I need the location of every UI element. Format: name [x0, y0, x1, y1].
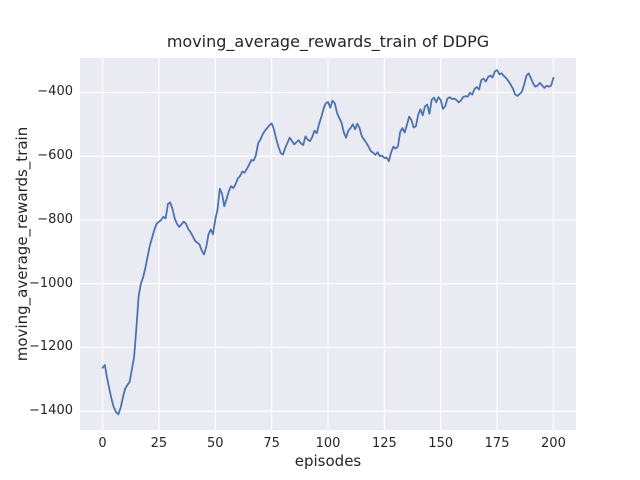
x-tick-label: 75	[263, 436, 280, 451]
x-axis-label: episodes	[294, 452, 362, 470]
series-line	[101, 69, 555, 416]
x-tick-label: 200	[541, 436, 566, 451]
y-tick-label: −1200	[29, 339, 73, 355]
x-tick-label: 0	[98, 436, 107, 451]
y-tick-label: −1400	[29, 403, 73, 419]
y-tick-label: −400	[37, 84, 73, 100]
y-tick-label: −600	[37, 148, 73, 164]
y-tick-label: −1000	[29, 275, 73, 291]
x-tick-label: 175	[484, 436, 510, 451]
y-tick-label: −800	[37, 211, 73, 227]
x-tick-label: 50	[206, 436, 224, 451]
chart-title: moving_average_rewards_train of DDPG	[166, 32, 490, 51]
x-tick-label: 150	[428, 436, 454, 451]
x-tick-label: 100	[315, 436, 341, 451]
x-tick-label: 125	[371, 436, 397, 451]
x-tick-label: 25	[150, 436, 168, 451]
plot-area	[80, 58, 576, 430]
